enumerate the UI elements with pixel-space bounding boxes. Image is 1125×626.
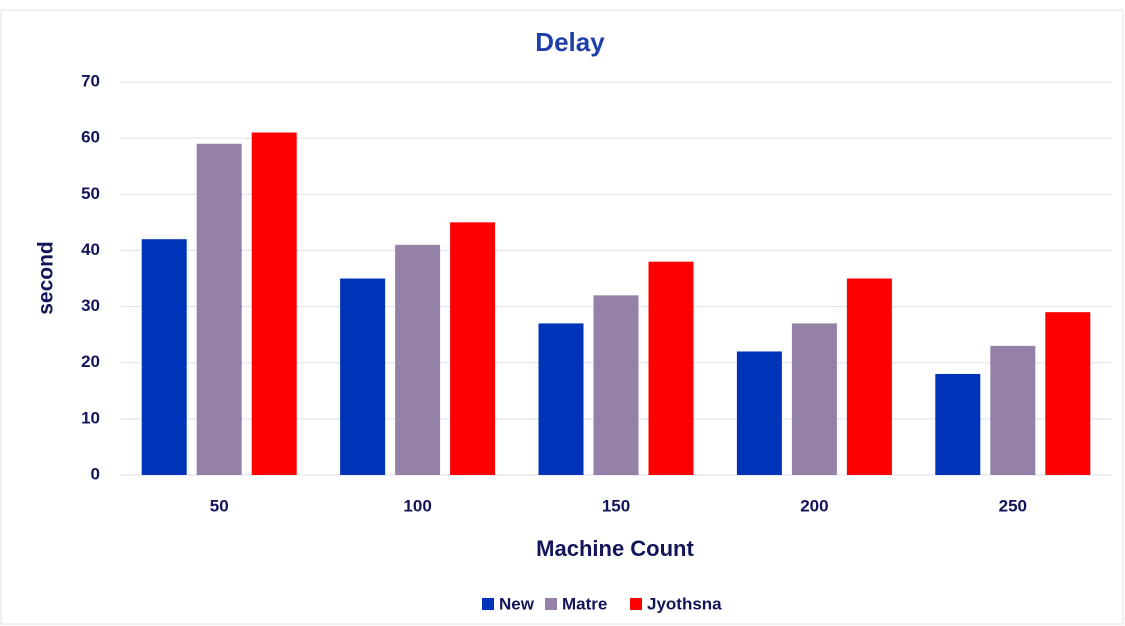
- x-tick-label: 100: [403, 496, 431, 515]
- y-tick-label: 60: [81, 128, 100, 147]
- bar: [395, 244, 441, 475]
- bar: [846, 278, 892, 475]
- bar: [791, 323, 837, 475]
- x-axis-label: Machine Count: [536, 536, 694, 561]
- legend-label: Jyothsna: [647, 594, 722, 613]
- y-tick-label: 40: [81, 240, 100, 259]
- x-tick-label: 250: [999, 496, 1027, 515]
- y-tick-label: 30: [81, 296, 100, 315]
- x-tick-label: 50: [210, 496, 229, 515]
- bar: [736, 351, 782, 475]
- bar: [196, 143, 242, 475]
- legend-label: Matre: [562, 594, 607, 613]
- bar: [1045, 312, 1091, 475]
- legend-swatch: [545, 598, 557, 610]
- x-tick-label: 200: [800, 496, 828, 515]
- bar: [251, 132, 297, 475]
- bar: [593, 295, 639, 475]
- bar: [141, 239, 187, 475]
- legend-swatch: [482, 598, 494, 610]
- bar: [450, 222, 496, 475]
- y-axis-label: second: [35, 241, 58, 315]
- chart-frame: [0, 9, 1124, 625]
- x-tick-label: 150: [602, 496, 630, 515]
- bar: [990, 345, 1036, 475]
- chart-title: Delay: [535, 27, 605, 57]
- y-tick-label: 0: [91, 464, 100, 483]
- y-tick-label: 50: [81, 184, 100, 203]
- y-tick-label: 20: [81, 352, 100, 371]
- y-tick-label: 10: [81, 408, 100, 427]
- y-tick-label: 70: [81, 71, 100, 90]
- bar: [538, 323, 584, 475]
- legend-swatch: [630, 598, 642, 610]
- legend-label: New: [499, 594, 535, 613]
- bar: [340, 278, 386, 475]
- bar: [648, 261, 694, 475]
- bar: [935, 373, 981, 475]
